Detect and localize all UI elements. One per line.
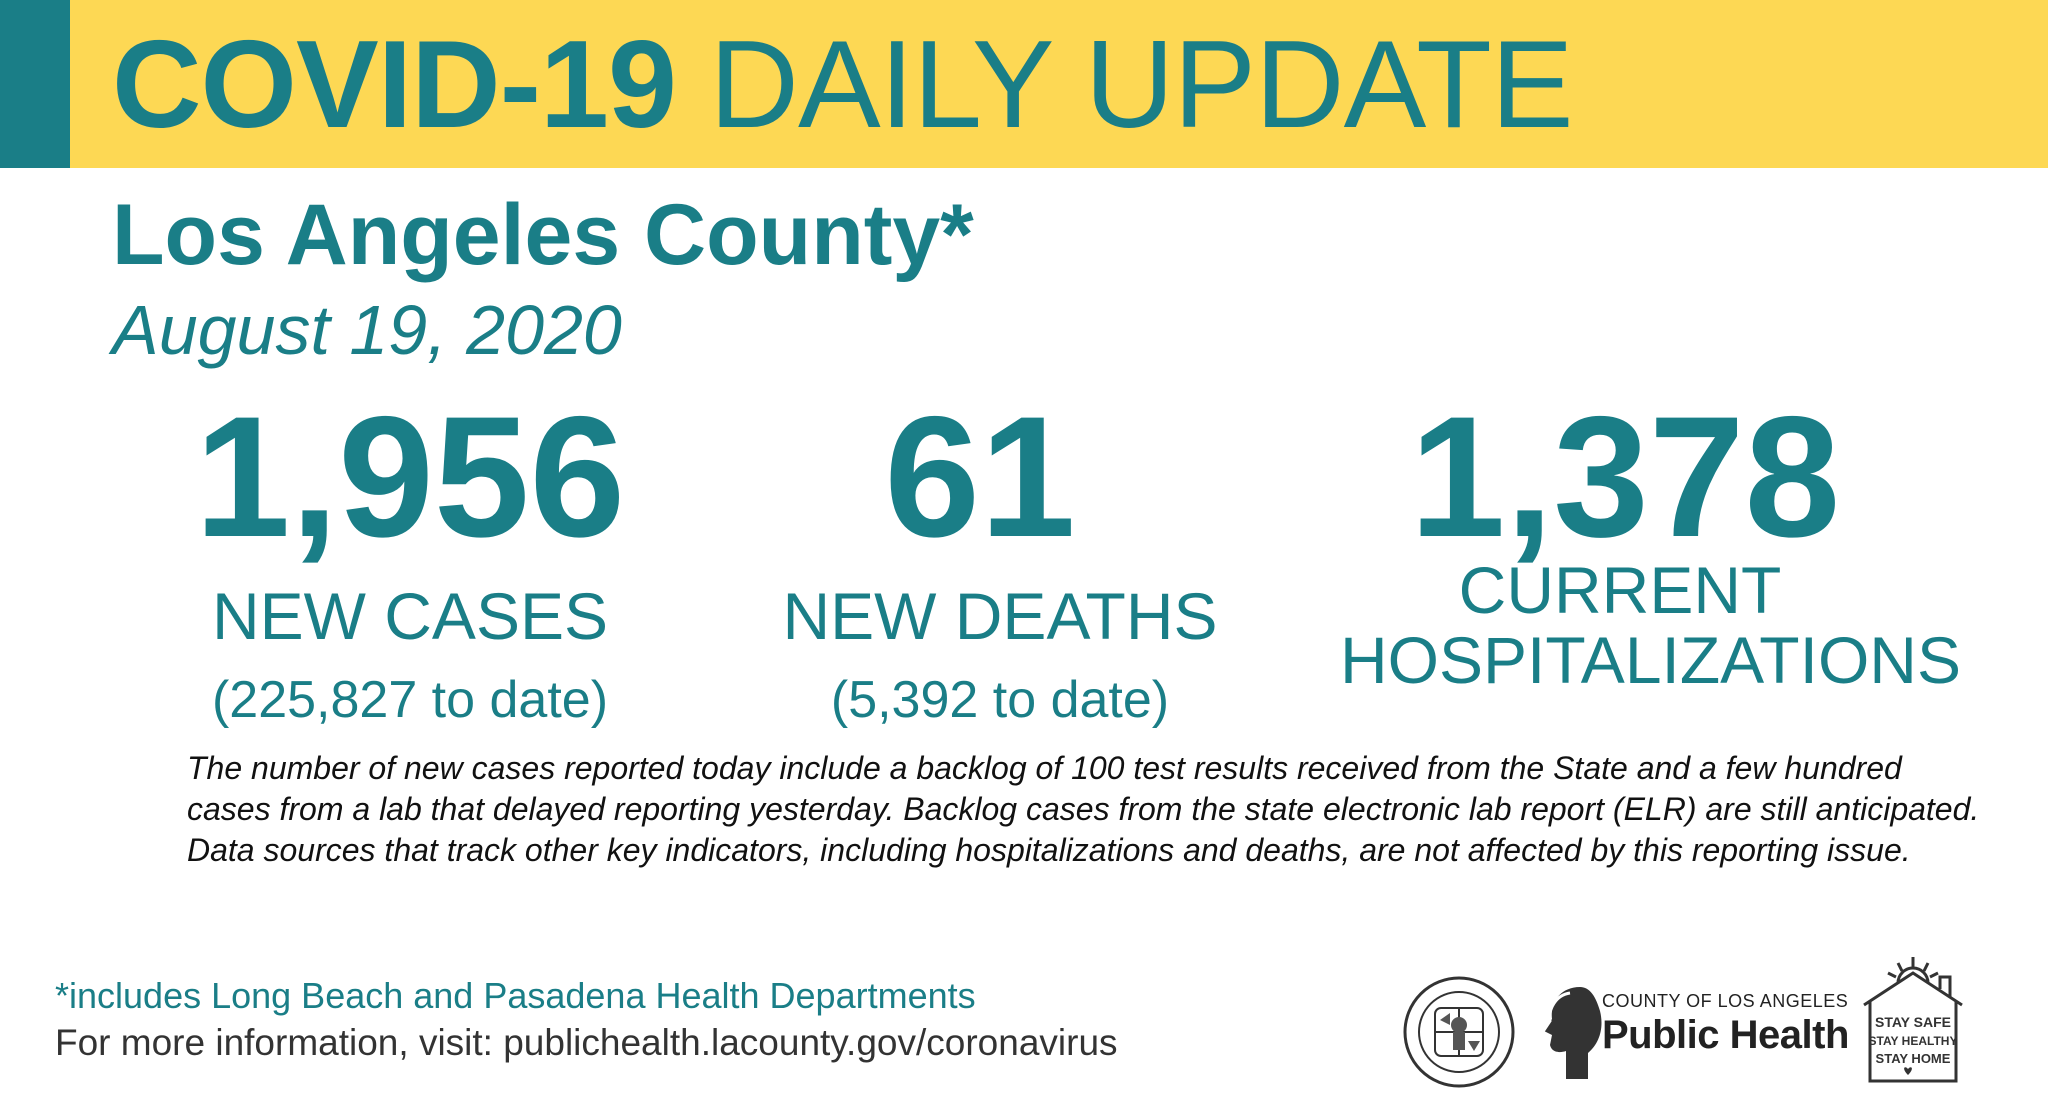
page-title: COVID-19 DAILY UPDATE (112, 20, 1574, 150)
more-info-link[interactable]: For more information, visit: publichealt… (55, 1022, 1118, 1063)
public-health-logo: COUNTY OF LOS ANGELES Public Health (1530, 983, 1849, 1083)
header-banner: COVID-19 DAILY UPDATE (0, 0, 2048, 168)
new-cases-value: 1,956 (194, 381, 626, 573)
profile-silhouette-icon (1539, 987, 1602, 1079)
title-bold: COVID-19 (112, 16, 677, 154)
hospitalizations-label-line2: HOSPITALIZATIONS (1340, 623, 1961, 697)
hospitalizations-value: 1,378 (1409, 381, 1841, 573)
ph-logo-big-text: Public Health (1602, 1013, 1849, 1057)
deaths-to-date: (5,392 to date) (830, 671, 1170, 729)
svg-text:STAY HOME: STAY HOME (1876, 1051, 1951, 1066)
county-heading: Los Angeles County* (112, 187, 974, 283)
hospitalizations-label: CURRENT HOSPITALIZATIONS (1340, 553, 1961, 697)
title-rest: DAILY UPDATE (709, 16, 1573, 154)
hospitalizations-label-line1: CURRENT (1458, 553, 1782, 627)
stay-safe-house-icon: STAY SAFE STAY HEALTHY STAY HOME (1863, 957, 1963, 1083)
svg-text:STAY HEALTHY: STAY HEALTHY (1869, 1034, 1958, 1048)
county-seal-icon (1403, 976, 1515, 1088)
cases-to-date: (225,827 to date) (211, 671, 609, 729)
report-date: August 19, 2020 (112, 291, 622, 369)
new-deaths-value: 61 (884, 381, 1076, 573)
banner-accent-bar (0, 0, 70, 168)
footnote: *includes Long Beach and Pasadena Health… (55, 975, 976, 1016)
ph-logo-small-text: COUNTY OF LOS ANGELES (1602, 991, 1849, 1011)
backlog-note: The number of new cases reported today i… (187, 750, 1980, 868)
new-cases-label: NEW CASES (211, 579, 609, 653)
svg-text:STAY SAFE: STAY SAFE (1875, 1014, 1951, 1030)
new-deaths-label: NEW DEATHS (782, 579, 1218, 653)
